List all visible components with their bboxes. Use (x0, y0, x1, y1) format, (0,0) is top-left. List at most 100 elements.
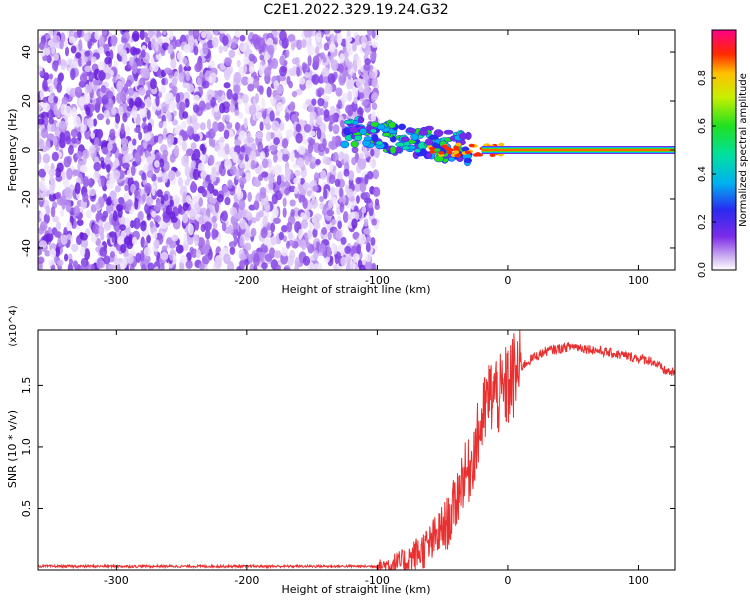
heatmap-cell (63, 130, 71, 142)
heatmap-cell (102, 30, 108, 36)
heatmap-cell (315, 158, 321, 166)
heatmap-cell (327, 73, 336, 85)
heatmap-cell (84, 65, 92, 73)
heatmap-cell (268, 172, 275, 184)
heatmap-cell (293, 177, 301, 185)
heatmap-cell (169, 30, 174, 41)
heatmap-cell (301, 62, 307, 72)
heatmap-cell (64, 46, 70, 57)
heatmap-cell (302, 255, 311, 266)
x-tick-label: -200 (234, 274, 259, 287)
heatmap-cell (269, 110, 275, 122)
heatmap-cell (323, 42, 330, 51)
heatmap-cell (340, 236, 347, 245)
heatmap-cell (252, 79, 260, 89)
heatmap-cell (145, 36, 151, 43)
heatmap-cell (80, 237, 89, 250)
heatmap-cell (344, 245, 352, 255)
heatmap-cell (200, 151, 206, 163)
heatmap-cell (60, 58, 67, 71)
heatmap-cell (250, 227, 257, 238)
heatmap-cell (312, 263, 321, 270)
heatmap-cell (346, 188, 354, 198)
heatmap-cell (261, 158, 269, 169)
heatmap-cell (60, 136, 66, 147)
heatmap-cell (233, 212, 242, 220)
heatmap-cell (336, 32, 343, 45)
heatmap-cell (200, 223, 206, 233)
heatmap-cell (199, 71, 204, 80)
heatmap-cell (83, 32, 90, 41)
heatmap-cell (194, 62, 202, 73)
heatmap-cell (290, 114, 298, 123)
heatmap-cell (250, 142, 257, 153)
heatmap-cell (222, 43, 229, 53)
heatmap-cell (59, 39, 64, 50)
heatmap-cell (173, 144, 180, 157)
heatmap-cell (270, 235, 277, 246)
heatmap-cell (373, 146, 380, 159)
y-tick-label: 0 (20, 147, 33, 154)
heatmap-cell (211, 228, 217, 240)
heatmap-cell (334, 253, 339, 265)
heatmap-cell (169, 199, 174, 207)
heatmap-cell (300, 38, 307, 49)
heatmap-cell (60, 103, 66, 115)
heatmap-cell (201, 255, 210, 265)
heatmap-cell (239, 235, 245, 247)
snr-series-line (38, 330, 675, 570)
heatmap-cell (285, 240, 291, 249)
heatmap-cell (111, 107, 117, 115)
heatmap-cell (356, 107, 364, 116)
heatmap-cell (414, 148, 421, 154)
heatmap-cell (66, 188, 73, 200)
heatmap-cell (239, 253, 247, 261)
heatmap-cell (146, 170, 154, 178)
heatmap-cell (343, 51, 349, 59)
heatmap-cell (301, 131, 307, 140)
heatmap-cell (152, 62, 159, 73)
heatmap-cell (47, 226, 52, 235)
heatmap-cell (92, 223, 100, 235)
heatmap-cell (103, 109, 110, 119)
heatmap-cell (148, 30, 154, 38)
heatmap-cell (142, 67, 151, 79)
heatmap-cell (253, 180, 262, 187)
heatmap-cell (291, 90, 298, 98)
heatmap-cell (139, 30, 145, 41)
heatmap-cell (80, 246, 86, 257)
heatmap-cell (79, 96, 85, 107)
heatmap-cell (122, 257, 128, 269)
heatmap-cell (79, 73, 88, 84)
heatmap-cell (428, 150, 435, 154)
heatmap-cell (224, 159, 232, 170)
heatmap-cell (223, 68, 232, 77)
heatmap-cell (211, 36, 219, 48)
heatmap-cell (315, 115, 323, 125)
heatmap-cell (410, 133, 419, 141)
heatmap-cell (198, 216, 205, 225)
heatmap-cell (316, 128, 322, 140)
heatmap-cell (48, 73, 54, 80)
heatmap-cell (101, 215, 107, 222)
heatmap-cell (139, 106, 147, 118)
heatmap-cell (232, 92, 239, 102)
heatmap-cell (280, 186, 286, 195)
heatmap-cell (56, 82, 63, 93)
x-tick-label: 100 (628, 274, 649, 287)
heatmap-cell (177, 135, 183, 146)
heatmap-cell (146, 155, 154, 165)
heatmap-cell (339, 187, 344, 198)
heatmap-cell (217, 89, 223, 97)
heatmap-cell (77, 131, 82, 141)
heatmap-cell (208, 154, 215, 166)
heatmap-cell (186, 83, 195, 93)
heatmap-cell (227, 179, 233, 189)
heatmap-cell (39, 89, 44, 100)
snr-y-multiplier: (x10^4) (8, 305, 19, 346)
heatmap-cell (263, 238, 269, 246)
heatmap-cell (125, 199, 133, 208)
heatmap-cell (319, 122, 327, 134)
heatmap-cell (76, 219, 84, 227)
heatmap-cell (243, 117, 248, 129)
